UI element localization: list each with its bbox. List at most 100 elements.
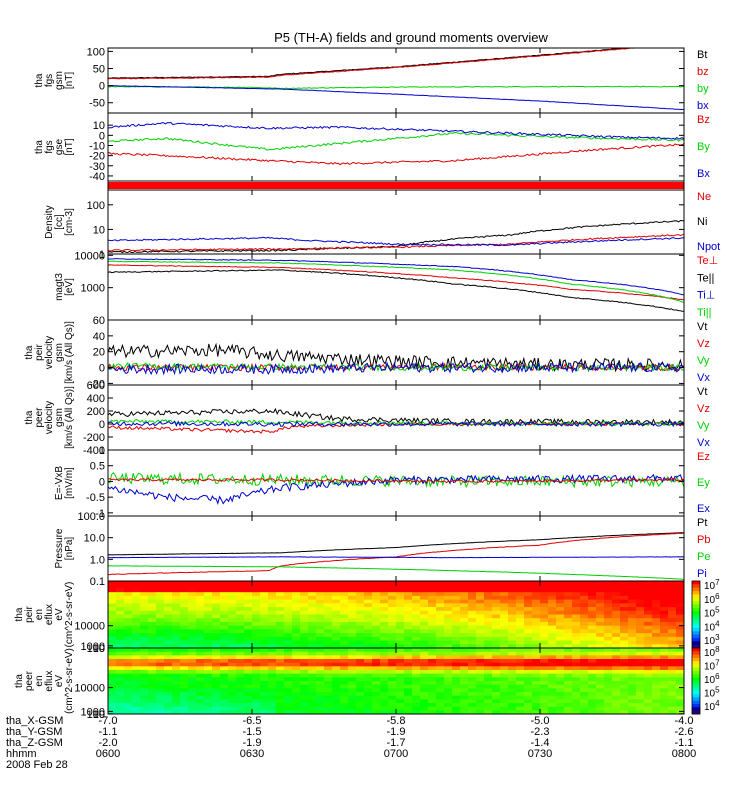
spectrogram-cell xyxy=(244,618,253,623)
spectrogram-cell xyxy=(460,670,469,675)
spectrogram-cell xyxy=(228,603,237,608)
spectrogram-cell xyxy=(604,629,613,634)
spectrogram-cell xyxy=(484,703,493,708)
spectrogram-cell xyxy=(132,625,141,630)
spectrogram-cell xyxy=(172,706,181,711)
spectrogram-cell xyxy=(388,681,397,686)
spectrogram-cell xyxy=(580,603,589,608)
spectrogram-cell xyxy=(676,621,684,627)
spectrogram-cell xyxy=(556,595,565,601)
spectrogram-cell xyxy=(196,677,205,682)
spectrogram-cell xyxy=(332,662,341,667)
spectrogram-cell xyxy=(452,644,461,648)
spectrogram-cell xyxy=(340,648,349,653)
spectrogram-cell xyxy=(652,692,661,697)
spectrogram-cell xyxy=(244,633,253,638)
spectrogram-cell xyxy=(428,629,437,634)
spectrogram-cell xyxy=(524,681,533,686)
spectrogram-cell xyxy=(628,588,637,593)
spectrogram-cell xyxy=(212,695,221,700)
spectrogram-cell xyxy=(476,655,485,660)
spectrogram-cell xyxy=(508,651,517,656)
spectrogram-cell xyxy=(564,595,573,601)
spectrogram-cell xyxy=(308,595,317,601)
spectrogram-cell xyxy=(532,706,541,711)
y-tick-label: -400 xyxy=(83,445,105,457)
spectrogram-cell xyxy=(268,651,277,656)
spectrogram-cell xyxy=(556,618,565,623)
spectrogram-cell xyxy=(212,633,221,638)
spectrogram-cell xyxy=(180,655,189,660)
spectrogram-cell xyxy=(524,666,533,671)
spectrogram-cell xyxy=(508,666,517,671)
spectrogram-cell xyxy=(460,592,469,597)
spectrogram-cell xyxy=(548,588,557,593)
spectrogram-cell xyxy=(268,666,277,671)
spectrogram-cell xyxy=(204,614,213,619)
spectrogram-cell xyxy=(412,629,421,634)
spectrogram-cell xyxy=(452,603,461,608)
series-line-Te|| xyxy=(108,269,684,312)
spectrogram-cell xyxy=(196,629,205,634)
spectrogram-cell xyxy=(644,706,653,711)
spectrogram-cell xyxy=(492,706,501,711)
spectrogram-cell xyxy=(364,618,373,623)
spectrogram-cell xyxy=(252,699,261,704)
spectrogram-cell xyxy=(188,625,197,630)
spectrogram-cell xyxy=(252,595,261,601)
spectrogram-cell xyxy=(532,584,541,590)
spectrogram-cell xyxy=(412,677,421,682)
spectrogram-cell xyxy=(308,662,317,667)
spectrogram-cell xyxy=(316,662,325,667)
spectrogram-cell xyxy=(132,699,141,704)
spectrogram-cell xyxy=(676,640,684,645)
spectrogram-cell xyxy=(532,633,541,638)
spectrogram-cell xyxy=(204,666,213,671)
spectrogram-cell xyxy=(140,621,149,627)
spectrogram-cell xyxy=(292,699,301,704)
spectrogram-cell xyxy=(580,681,589,686)
spectrogram-cell xyxy=(420,595,429,601)
spectrogram-cell xyxy=(276,662,285,667)
spectrogram-cell xyxy=(652,607,661,612)
spectrogram-cell xyxy=(668,592,677,597)
spectrogram-cell xyxy=(500,710,509,714)
spectrogram-cell xyxy=(356,655,365,660)
spectrogram-cell xyxy=(500,614,509,619)
spectrogram-cell xyxy=(460,703,469,708)
spectrogram-cell xyxy=(564,666,573,671)
spectrogram-cell xyxy=(180,581,189,586)
spectrogram-cell xyxy=(388,706,397,711)
spectrogram-cell xyxy=(500,633,509,638)
spectrogram-cell xyxy=(508,648,517,653)
spectrogram-cell xyxy=(196,607,205,612)
spectrogram-cell xyxy=(180,633,189,638)
spectrogram-cell xyxy=(476,636,485,642)
spectrogram-cell xyxy=(284,648,293,653)
spectrogram-cell xyxy=(580,703,589,708)
spectrogram-cell xyxy=(604,706,613,711)
spectrogram-cell xyxy=(540,592,549,597)
spectrogram-cell xyxy=(476,610,485,616)
spectrogram-cell xyxy=(284,633,293,638)
spectrogram-cell xyxy=(156,595,165,601)
spectrogram-cell xyxy=(396,688,405,693)
spectrogram-cell xyxy=(620,614,629,619)
spectrogram-cell xyxy=(468,636,477,642)
spectrogram-cell xyxy=(572,640,581,645)
spectrogram-cell xyxy=(140,706,149,711)
y-tick-label: 20 xyxy=(93,347,105,359)
spectrogram-cell xyxy=(172,599,181,604)
spectrogram-cell xyxy=(620,681,629,686)
spectrogram-cell xyxy=(612,684,621,689)
spectrogram-cell xyxy=(436,581,445,586)
spectrogram-cell xyxy=(156,629,165,634)
spectrogram-cell xyxy=(676,670,684,675)
spectrogram-cell xyxy=(156,706,165,711)
spectrogram-cell xyxy=(556,692,565,697)
y-axis-label: tha xyxy=(14,674,25,688)
spectrogram-cell xyxy=(300,659,309,664)
spectrogram-cell xyxy=(300,692,309,697)
spectrogram-cell xyxy=(244,595,253,601)
spectrogram-cell xyxy=(132,684,141,689)
